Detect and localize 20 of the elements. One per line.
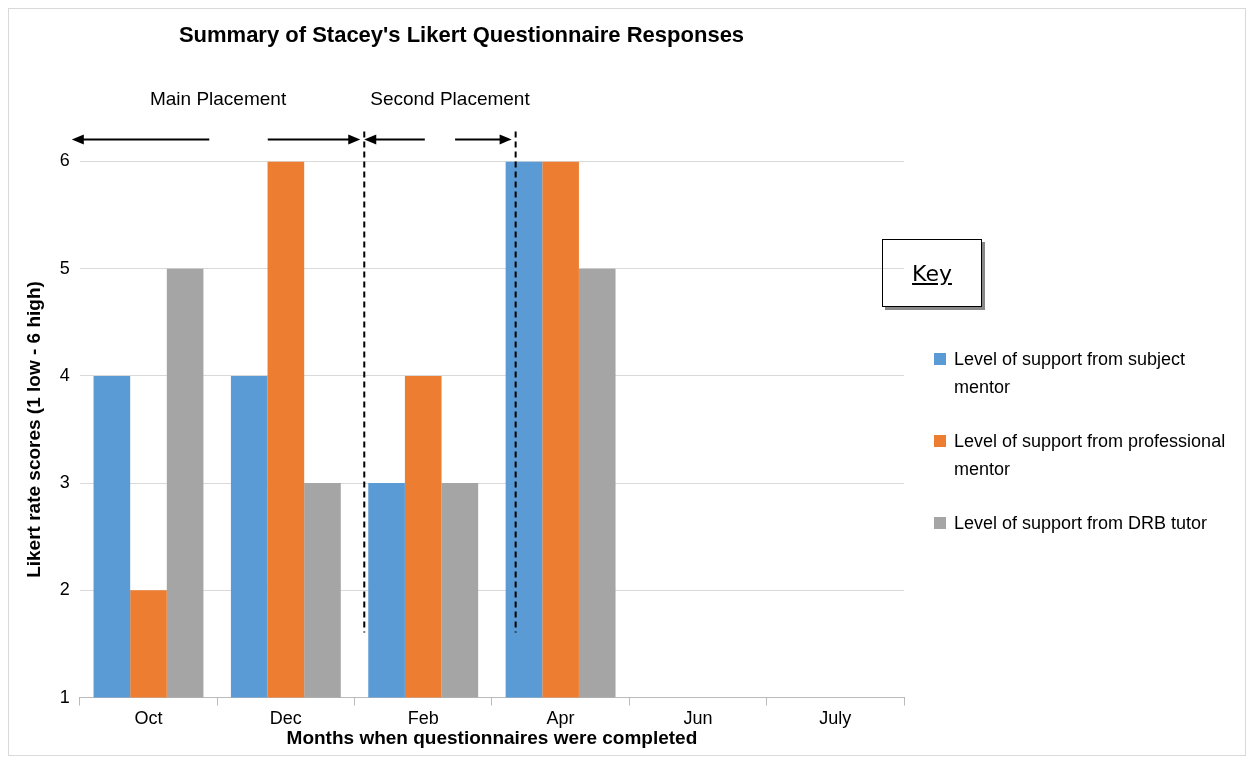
x-tick-label: Apr (546, 708, 575, 729)
legend-label: Level of support from DRB tutor (954, 512, 1208, 535)
y-tick-label: 4 (59, 364, 70, 385)
y-axis-title: Likert rate scores (1 low - 6 high) (22, 281, 44, 578)
legend-label: Level of support from professional mentor (954, 430, 1227, 481)
x-tick-label: Feb (407, 708, 439, 729)
y-tick-label: 1 (59, 686, 70, 707)
chart-title: Summary of Stacey's Likert Questionnaire Responses (178, 22, 745, 48)
x-tick-label: July (819, 708, 852, 729)
y-tick-label: 3 (59, 472, 70, 493)
text: Second Placement (370, 87, 531, 109)
x-tick-label: Oct (134, 708, 163, 729)
legend-title: Key (882, 239, 982, 307)
legend-label: Level of support from subject mentor (954, 348, 1187, 399)
y-tick-label: 5 (59, 257, 70, 278)
y-tick-label: 2 (59, 579, 70, 600)
y-tick-label: 6 (59, 150, 70, 171)
x-tick-label: Jun (683, 708, 713, 729)
x-tick-label: Dec (269, 708, 302, 729)
text: Main Placement (149, 87, 287, 109)
